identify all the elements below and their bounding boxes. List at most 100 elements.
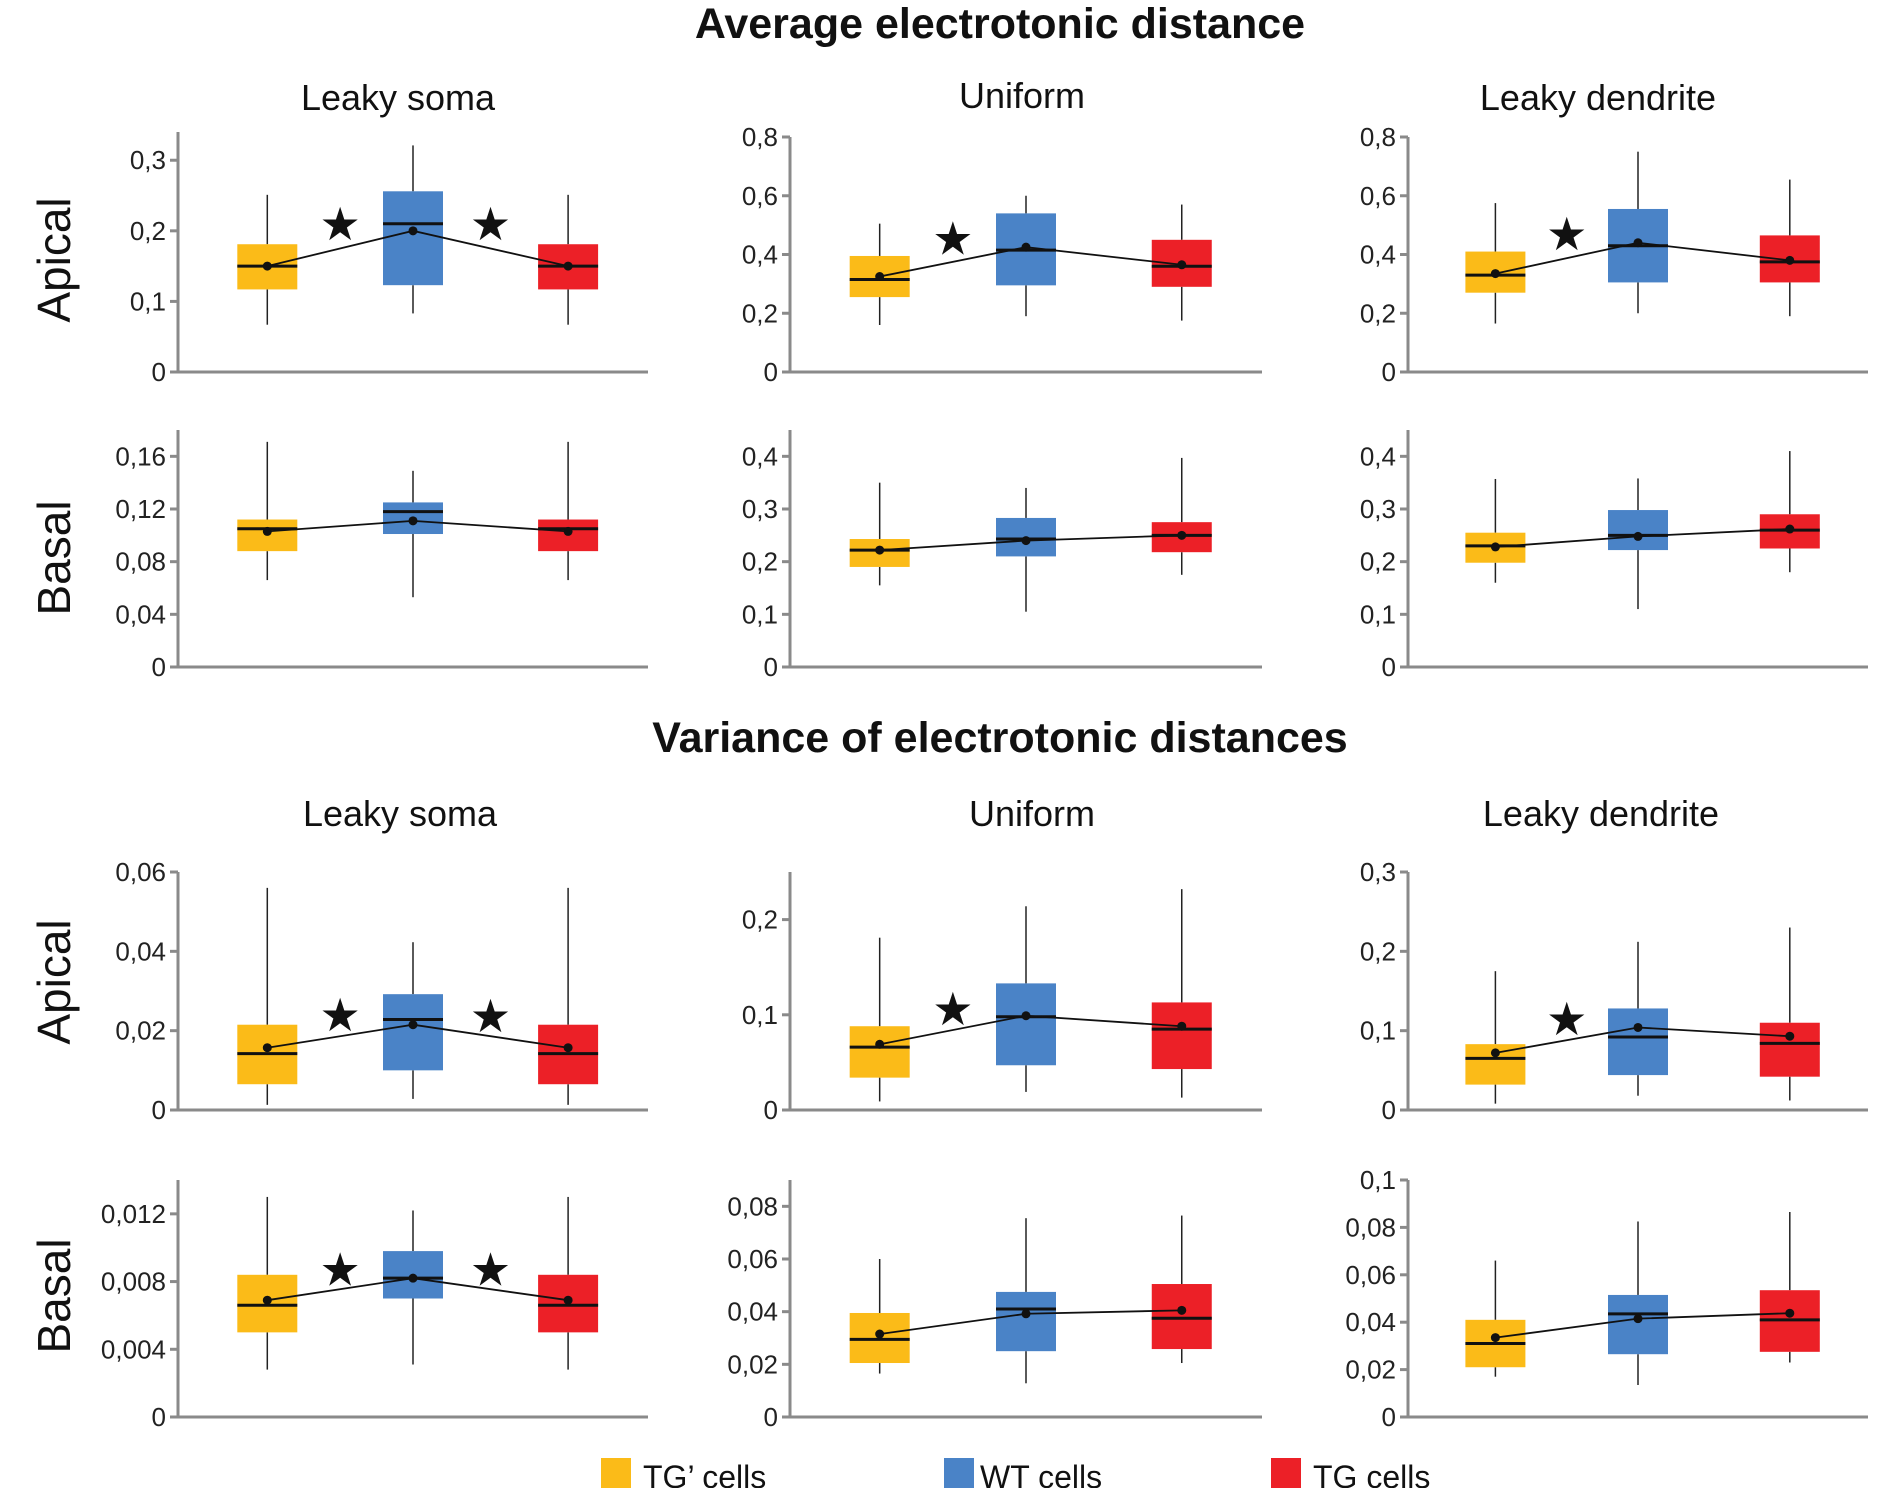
panel-basal-leaky-dendrite-s1: 0 0,02 0,04 0,06 0,08 0,1 [1345,1165,1868,1432]
y-tick-label: 0 [152,1095,166,1125]
panels: 0 0,1 0,2 0,3 ★ ★ 0 0,2 0,4 0,6 0,8 ★ 0 0,2 0,4 0,6 0,8 ★… [101,122,1868,1432]
y-tick-label: 0,6 [1360,181,1396,211]
column-title-uniform: Uniform [959,75,1085,116]
box-body-wt [996,983,1056,1066]
mean-point-wt [1021,1011,1031,1021]
significance-star: ★ [932,982,973,1036]
box-body-wt [383,191,443,286]
y-tick-label: 0,2 [1360,936,1396,966]
box-body-tg-prime [849,1026,910,1078]
box-body-wt [996,1291,1056,1352]
y-tick-label: 0,2 [742,905,778,935]
box-wt [996,487,1056,612]
column-title-leaky-dendrite: Leaky dendrite [1480,77,1716,118]
y-tick-label: 0 [152,1402,166,1432]
y-tick-label: 0,12 [115,494,166,524]
y-tick-label: 0,1 [1360,599,1396,629]
box-tg [1151,457,1212,575]
y-tick-label: 0,2 [1360,547,1396,577]
mean-point-tg [1177,530,1187,540]
box-tg-prime [1465,203,1526,324]
y-tick-label: 0,02 [1345,1355,1396,1385]
significance-star: ★ [320,197,361,251]
box-tg-prime [237,194,298,325]
y-tick-label: 0,4 [1360,240,1396,270]
mean-point-tg-prime [875,1329,885,1339]
y-tick-label: 0,08 [1345,1212,1396,1242]
mean-point-tg-prime [875,545,885,555]
y-tick-label: 0 [764,652,778,682]
box-body-wt [1608,1294,1668,1355]
box-body-tg [1759,1022,1820,1077]
mean-point-wt [1021,1309,1031,1319]
significance-star: ★ [932,211,973,265]
y-tick-label: 0,6 [742,181,778,211]
mean-point-wt [1021,242,1031,252]
section-title-average: Average electrotonic distance [695,0,1305,48]
box-wt [383,145,443,314]
mean-point-tg-prime [1490,269,1500,279]
y-tick-label: 0,1 [742,599,778,629]
legend-label-tg: TG cells [1313,1459,1430,1488]
mean-point-tg [1177,260,1187,270]
y-tick-label: 0,4 [742,240,778,270]
mean-point-tg-prime [262,1295,272,1305]
significance-star: ★ [1546,207,1587,261]
box-wt [1608,478,1668,610]
y-tick-label: 0,2 [130,216,166,246]
y-tick-label: 0 [764,1402,778,1432]
box-tg [1759,179,1820,317]
mean-point-tg-prime [1490,542,1500,552]
mean-point-wt [408,1273,418,1283]
y-tick-label: 0,02 [115,1016,166,1046]
row-label-basal: Basal [28,500,80,615]
y-tick-label: 0,3 [1360,494,1396,524]
column-title-leaky-soma: Leaky soma [301,77,496,118]
box-wt [1608,1221,1668,1386]
y-tick-label: 0,04 [115,936,166,966]
section-title-variance: Variance of electrotonic distances [652,714,1347,762]
y-tick-label: 0,8 [742,122,778,152]
box-tg-prime [849,482,910,586]
y-tick-label: 0,06 [1345,1260,1396,1290]
box-wt [996,195,1056,317]
mean-point-tg [1785,1308,1795,1318]
legend: TG’ cells WT cells TG cells [601,1458,1430,1488]
legend-label-tg-prime: TG’ cells [643,1459,766,1488]
significance-star: ★ [470,197,511,251]
y-tick-label: 0,2 [742,547,778,577]
panel-basal-uniform-s1: 0 0,02 0,04 0,06 0,08 [727,1180,1262,1432]
y-tick-label: 0,04 [115,599,166,629]
box-tg [1151,1215,1212,1364]
box-wt [996,906,1056,1092]
box-tg [538,887,599,1105]
y-tick-label: 0,3 [130,145,166,175]
significance-star: ★ [470,989,511,1043]
legend-swatch-tg-prime [601,1458,631,1488]
mean-point-wt [408,516,418,526]
column-title-leaky-dendrite-2: Leaky dendrite [1483,793,1719,834]
mean-point-tg [1177,1305,1187,1315]
y-tick-label: 0,2 [742,298,778,328]
y-tick-label: 0,4 [1360,441,1396,471]
y-tick-label: 0,02 [727,1349,778,1379]
mean-point-tg [1785,1031,1795,1041]
box-wt [383,470,443,598]
box-tg-prime [237,441,298,581]
y-tick-label: 0 [1382,652,1396,682]
mean-point-wt [1633,531,1643,541]
mean-point-tg-prime [262,261,272,271]
mean-point-tg [1177,1021,1187,1031]
panel-apical-leaky-dendrite-s1: 0 0,1 0,2 0,3 ★ [1360,857,1868,1125]
panel-apical-uniform-s0: 0 0,2 0,4 0,6 0,8 ★ [742,122,1262,387]
mean-point-tg [563,1295,573,1305]
panel-basal-leaky-dendrite-s0: 0 0,1 0,2 0,3 0,4 [1360,430,1868,682]
mean-point-wt [1633,1022,1643,1032]
y-tick-label: 0,04 [727,1297,778,1327]
y-tick-label: 0,8 [1360,122,1396,152]
box-tg-prime [1465,478,1526,583]
box-body-wt [1608,510,1668,551]
y-tick-label: 0,04 [1345,1307,1396,1337]
y-tick-label: 0,06 [115,857,166,887]
